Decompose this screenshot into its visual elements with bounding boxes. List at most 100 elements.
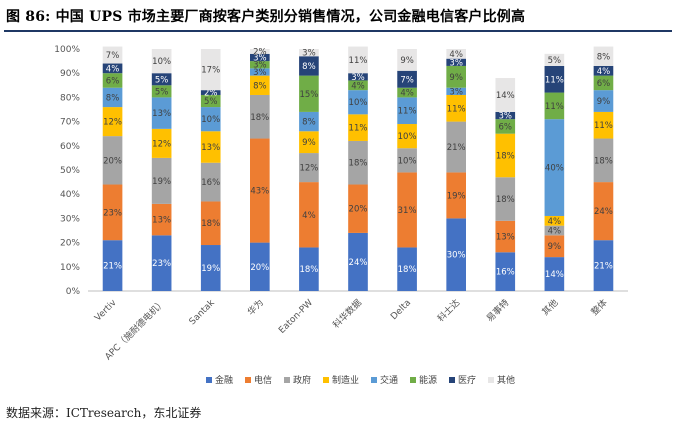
data-label: 11% (349, 56, 368, 66)
bar-segment (495, 119, 516, 134)
y-tick-label: 10% (60, 263, 80, 273)
bar-segment (397, 124, 417, 149)
bar-segment (299, 182, 319, 248)
data-label: 9% (597, 97, 611, 107)
data-label: 18% (349, 159, 368, 169)
data-label: 23% (152, 259, 171, 269)
bar-segment (397, 87, 417, 98)
bar-segment (250, 53, 270, 62)
y-tick-label: 20% (60, 239, 80, 249)
data-label: 3% (449, 87, 463, 97)
bar-segment (151, 49, 172, 74)
data-label: 24% (594, 207, 613, 217)
bar-segment (250, 61, 270, 69)
data-label: 4% (351, 81, 365, 91)
data-label: 31% (398, 206, 417, 216)
title-underline (4, 30, 672, 32)
bar-segment (544, 257, 565, 291)
legend-label: 能源 (419, 374, 437, 386)
data-label: 9% (449, 73, 463, 83)
legend-label: 医疗 (458, 374, 476, 386)
data-label: 9% (302, 138, 316, 148)
data-label: 4% (597, 67, 611, 77)
data-label: 20% (250, 263, 269, 273)
data-label: 6% (597, 79, 611, 89)
chart-title: 图 86: 中国 UPS 市场主要厂商按客户类别分销售情况，公司金融电信客户比例… (6, 9, 526, 25)
data-label: 18% (496, 195, 515, 205)
data-label: 13% (496, 233, 515, 243)
bar-segment (151, 85, 172, 98)
data-label: 18% (496, 151, 515, 161)
bar-segment (593, 138, 614, 183)
bar-segment (151, 235, 172, 291)
bar-segment (495, 78, 516, 112)
data-label: 5% (204, 97, 218, 107)
data-label: 23% (103, 208, 122, 218)
data-label: 4% (548, 217, 562, 227)
data-label: 11% (594, 121, 613, 131)
category-label: Vertiv (93, 298, 119, 324)
data-label: 16% (201, 178, 220, 188)
legend: 金融 电信 政府 制造业 交通 能源 医疗 其他 (206, 374, 515, 386)
bar-segment (446, 49, 466, 59)
bar-segment (397, 49, 417, 71)
data-label: 2% (204, 89, 218, 99)
data-label: 10% (398, 156, 417, 166)
bar-segment (151, 128, 172, 158)
bar-segment (544, 53, 565, 66)
data-label: 4% (449, 50, 463, 60)
bar-segment (151, 157, 172, 204)
bar-segment (200, 90, 221, 95)
y-tick-label: 50% (60, 166, 80, 176)
data-label: 3% (253, 53, 267, 63)
data-label: 3% (253, 61, 267, 71)
data-label: 7% (400, 75, 414, 85)
bar-segment (250, 49, 270, 54)
data-label: 17% (201, 66, 220, 76)
data-label: 3% (253, 68, 267, 78)
bar-segment (397, 148, 417, 173)
data-label: 14% (496, 91, 515, 101)
data-label: 11% (349, 124, 368, 134)
bar-segment (299, 153, 319, 183)
bar-segment (200, 107, 221, 132)
bar-segment (495, 133, 516, 178)
bar-segment (250, 242, 270, 291)
bar-segment (250, 138, 270, 243)
bar-segment (250, 68, 270, 76)
data-label: 8% (302, 62, 316, 72)
data-label: 6% (499, 122, 513, 132)
bar-segment (151, 97, 172, 129)
data-label: 11% (545, 102, 564, 112)
data-label: 12% (103, 118, 122, 128)
data-label: 5% (548, 56, 562, 66)
bar-segment (593, 65, 614, 76)
bar-segment (299, 56, 319, 76)
bar-segment (200, 49, 221, 91)
bar-segment (544, 65, 565, 93)
data-label: 13% (152, 109, 171, 119)
bar-segment (397, 247, 417, 291)
legend-swatch (488, 377, 494, 383)
data-label: 18% (201, 219, 220, 229)
bar-segment (446, 121, 466, 173)
data-label: 11% (545, 75, 564, 85)
data-label: 18% (398, 265, 417, 275)
bar-segment (348, 140, 368, 185)
data-label: 4% (548, 227, 562, 237)
bar-segment (200, 94, 221, 108)
category-label: 其他 (539, 297, 560, 318)
bar-segment (593, 90, 614, 112)
data-label: 3% (302, 49, 316, 59)
legend-label: 其他 (497, 374, 515, 386)
bar-segment (299, 49, 319, 57)
data-label: 14% (545, 270, 564, 280)
y-tick-label: 30% (60, 214, 80, 224)
bar-segment (200, 245, 221, 291)
bar-segment (348, 184, 368, 233)
bar-segment (348, 90, 368, 115)
legend-swatch (371, 377, 377, 383)
bar-segment (446, 172, 466, 219)
bar-segment (102, 184, 123, 241)
